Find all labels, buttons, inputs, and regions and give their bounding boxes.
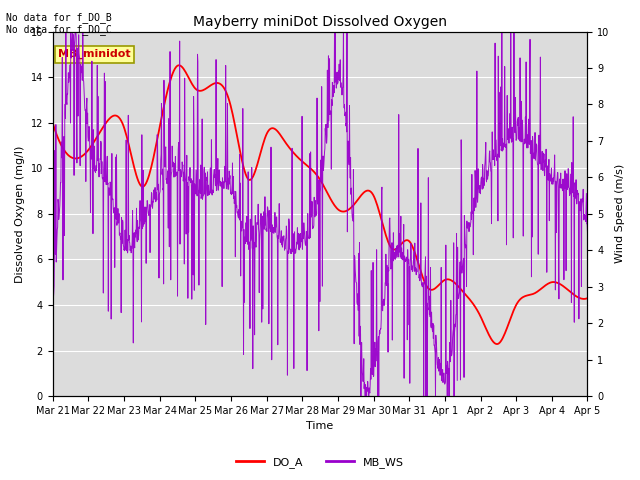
- Y-axis label: Dissolved Oxygen (mg/l): Dissolved Oxygen (mg/l): [15, 145, 25, 283]
- Legend: DO_A, MB_WS: DO_A, MB_WS: [232, 452, 408, 472]
- Text: No data for f_DO_B
No data for f_DO_C: No data for f_DO_B No data for f_DO_C: [6, 12, 112, 36]
- Text: MB_minidot: MB_minidot: [58, 49, 131, 60]
- Title: Mayberry miniDot Dissolved Oxygen: Mayberry miniDot Dissolved Oxygen: [193, 15, 447, 29]
- X-axis label: Time: Time: [307, 421, 333, 432]
- Y-axis label: Wind Speed (m/s): Wind Speed (m/s): [615, 164, 625, 264]
